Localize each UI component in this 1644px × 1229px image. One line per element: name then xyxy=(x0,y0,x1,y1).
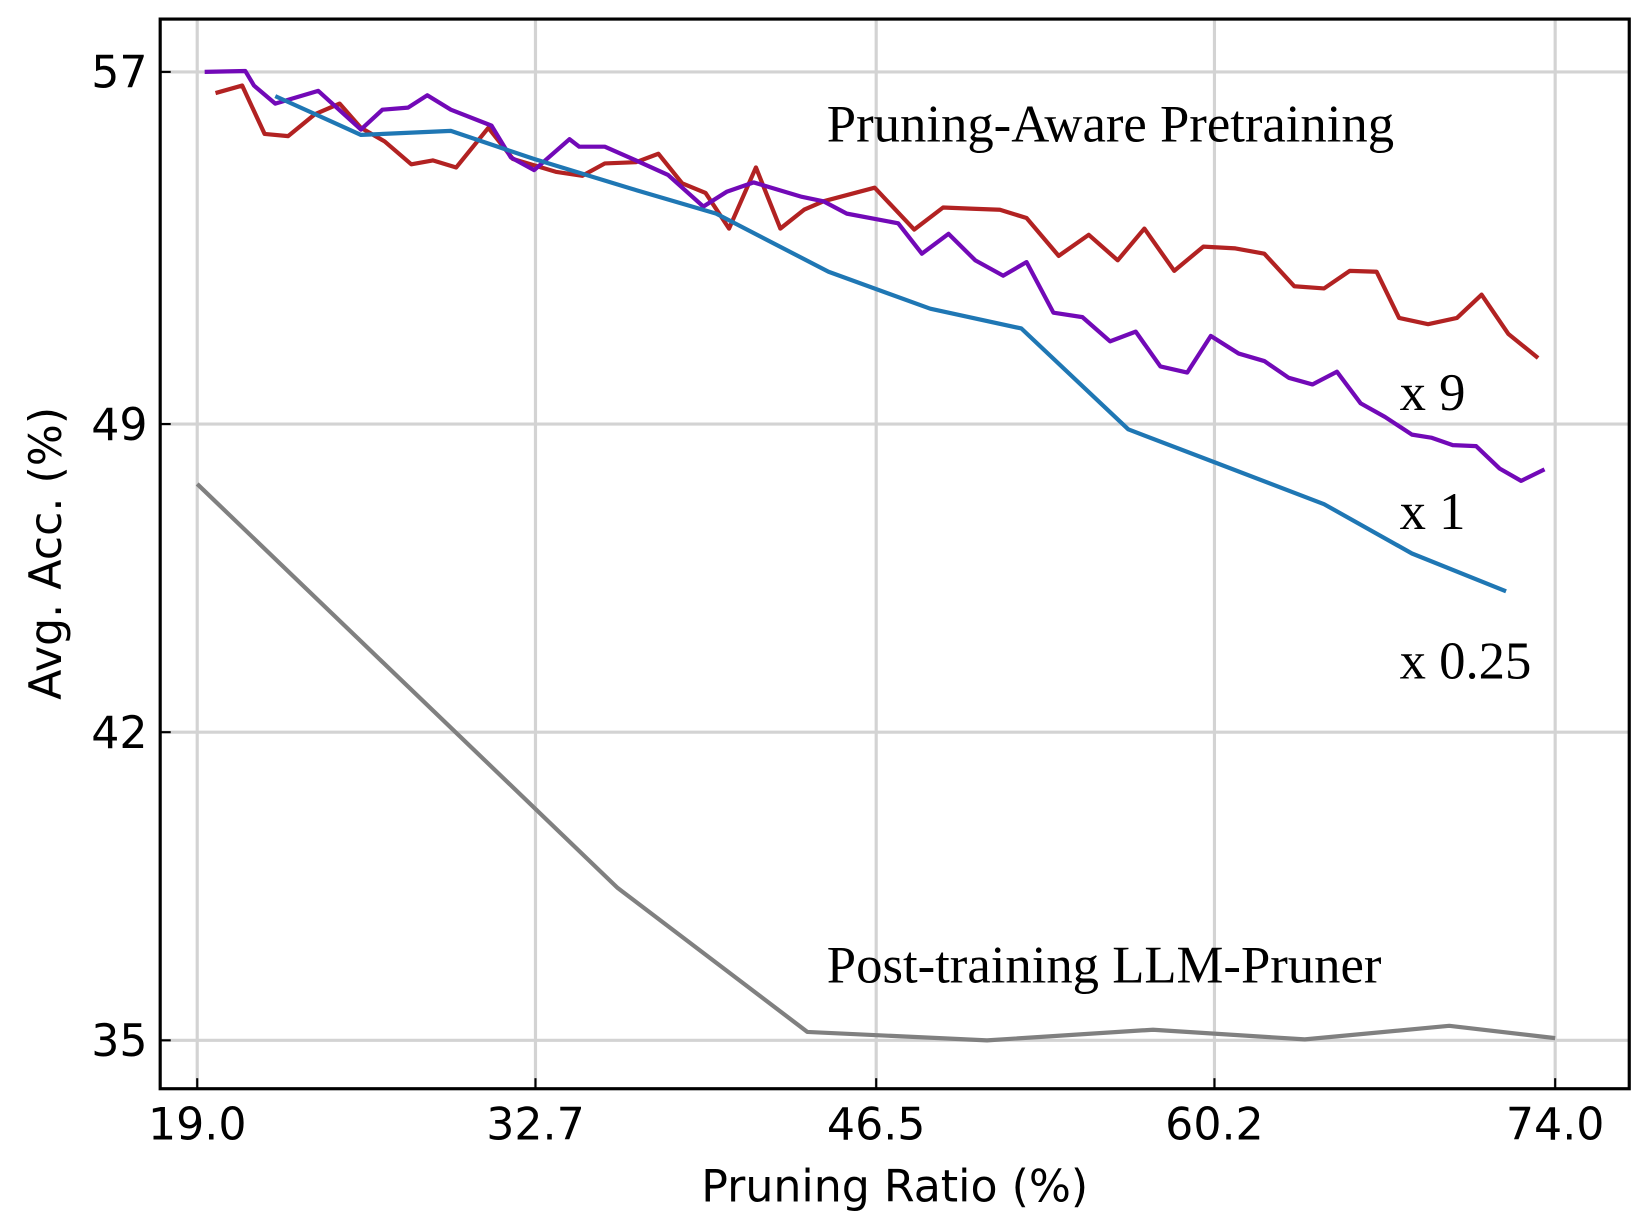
ticks xyxy=(160,70,1557,1089)
plot-frame xyxy=(158,17,1631,1091)
series-line-1 xyxy=(204,68,1546,483)
annotation-label: Pruning-Aware Pretraining xyxy=(827,96,1394,154)
y-axis-label: Avg. Acc. (%) xyxy=(21,407,72,700)
annotation-label: x 1 xyxy=(1400,483,1466,541)
x-tick-labels: 19.0 32.7 46.5 60.2 74.0 xyxy=(148,1099,1604,1150)
annotation-label: Post-training LLM-Pruner xyxy=(827,936,1382,994)
x-tick-label: 60.2 xyxy=(1165,1099,1264,1150)
x-tick-label: 32.7 xyxy=(486,1099,585,1150)
y-tick-label: 42 xyxy=(91,708,147,759)
x-tick-label: 74.0 xyxy=(1506,1099,1605,1150)
grid xyxy=(160,19,1630,1089)
y-tick-labels: 35 42 49 57 xyxy=(91,48,147,1067)
y-tick-label: 35 xyxy=(91,1016,147,1067)
y-tick-label: 57 xyxy=(91,48,147,99)
x-tick-label: 19.0 xyxy=(148,1099,247,1150)
annotation-label: x 0.25 xyxy=(1400,633,1532,691)
series-lines xyxy=(195,68,1556,1043)
annotations: Pruning-Aware Pretraining x 9 x 1 x 0.25 Pos… xyxy=(827,96,1532,995)
series-line-2 xyxy=(274,94,1507,594)
series-line-3 xyxy=(195,482,1556,1043)
x-tick-label: 46.5 xyxy=(827,1099,926,1150)
annotation-label: x 9 xyxy=(1400,364,1466,422)
y-tick-label: 49 xyxy=(91,400,147,451)
x-axis-label: Pruning Ratio (%) xyxy=(701,1161,1088,1212)
